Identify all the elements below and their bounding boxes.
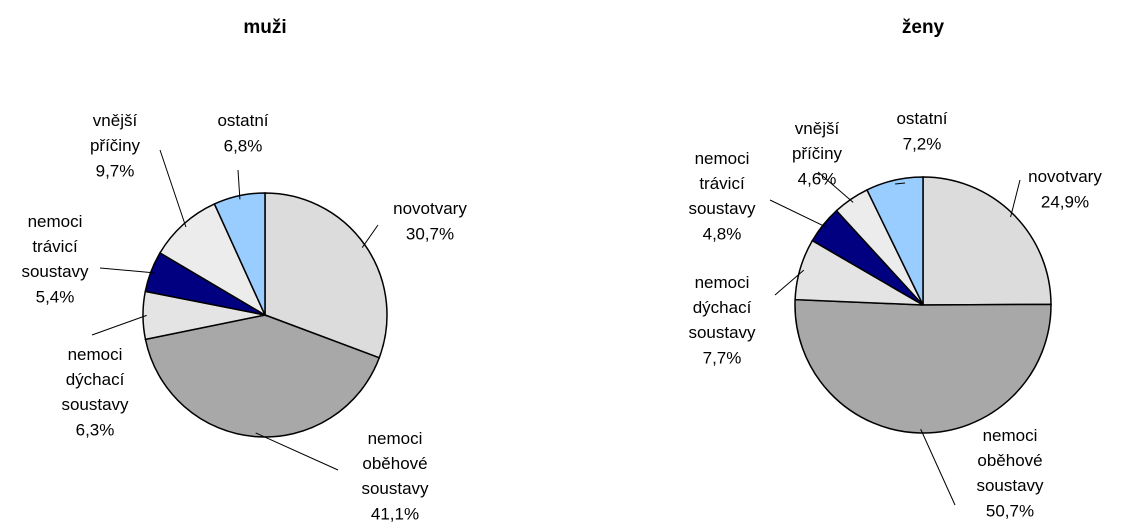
value-label: 24,9% — [1041, 192, 1089, 211]
leader-line — [159, 149, 187, 228]
value-label: 50,7% — [986, 501, 1034, 520]
value-label: 5,4% — [36, 287, 75, 306]
slice-label: ostatní — [217, 111, 268, 130]
pie-slice — [158, 202, 267, 317]
leader-line — [237, 169, 241, 200]
value-label: 7,7% — [703, 348, 742, 367]
value-label: 7,2% — [903, 134, 942, 153]
slice-label: vnější příčiny — [90, 111, 141, 155]
leader-line — [361, 224, 379, 248]
pie-slice — [922, 176, 1052, 306]
pie-slice — [144, 314, 381, 438]
chart-title: muži — [243, 17, 286, 38]
slice-label: novotvary — [1028, 167, 1102, 186]
leader-line — [99, 267, 155, 274]
pie-slice — [213, 192, 266, 316]
value-label: 4,8% — [703, 224, 742, 243]
value-label: 6,3% — [76, 420, 115, 439]
chart-title: ženy — [902, 17, 945, 38]
leader-line — [774, 269, 805, 296]
slice-label: nemoci trávicí soustavy — [21, 212, 89, 281]
slice-label: nemoci dýchací soustavy — [61, 345, 129, 414]
slice-label: ostatní — [896, 109, 947, 128]
slice-label: vnější příčiny — [792, 119, 843, 163]
leader-line — [91, 314, 147, 336]
pie-slice — [794, 298, 1052, 434]
leader-line — [1010, 179, 1021, 218]
slice-label: nemoci trávicí soustavy — [688, 149, 756, 218]
pie-slice — [865, 176, 924, 306]
slice-label: nemoci dýchací soustavy — [688, 273, 756, 342]
leader-line — [895, 182, 906, 185]
value-label: 4,6% — [798, 169, 837, 188]
value-label: 41,1% — [371, 504, 419, 523]
pie-slice — [264, 192, 388, 359]
slice-label: novotvary — [393, 199, 467, 218]
value-label: 9,7% — [96, 161, 135, 180]
value-label: 30,7% — [406, 224, 454, 243]
leader-line — [769, 199, 827, 228]
slice-label: nemoci oběhové soustavy — [361, 429, 429, 498]
leader-line — [255, 432, 339, 471]
leader-line — [817, 171, 854, 203]
value-label: 6,8% — [224, 136, 263, 155]
leader-line — [920, 428, 956, 506]
slice-label: nemoci oběhové soustavy — [976, 426, 1044, 495]
